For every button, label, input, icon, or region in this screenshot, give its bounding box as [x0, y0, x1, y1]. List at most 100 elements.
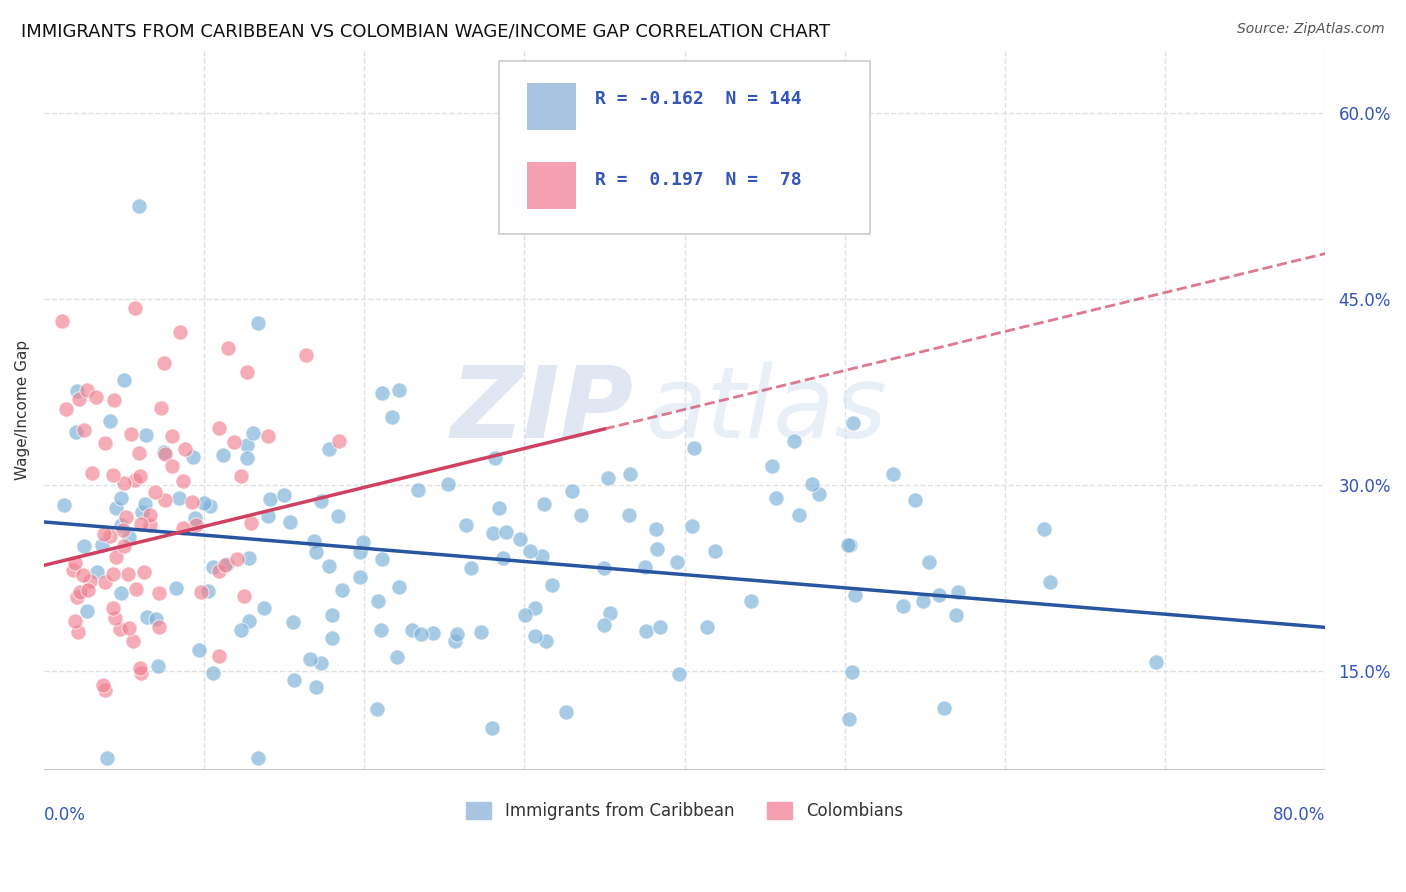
Point [104, 611, 127, 625]
Point [309, 656, 332, 670]
Point [782, 434, 804, 449]
Point [904, 493, 927, 508]
Point [93, 526, 115, 541]
Point [352, 535, 374, 549]
Point [135, 428, 157, 442]
Point [246, 750, 269, 764]
Point [326, 509, 349, 524]
Point [555, 705, 578, 719]
Point [94, 683, 117, 698]
Point [509, 532, 531, 546]
Point [422, 625, 444, 640]
Point [67, 624, 90, 639]
Point [740, 594, 762, 608]
Point [240, 516, 263, 530]
Point [129, 665, 152, 680]
Point [617, 508, 640, 522]
Point [401, 623, 423, 637]
Point [533, 497, 555, 511]
Point [593, 618, 616, 632]
Point [837, 538, 859, 552]
Point [436, 477, 458, 491]
Point [328, 434, 350, 448]
Point [153, 447, 176, 461]
Point [153, 356, 176, 370]
Point [481, 721, 503, 735]
Point [62, 563, 84, 577]
Point [560, 483, 582, 498]
Point [1032, 522, 1054, 536]
Point [94, 575, 117, 590]
Point [148, 586, 170, 600]
Point [193, 496, 215, 510]
Point [181, 495, 204, 509]
Point [200, 499, 222, 513]
Point [110, 586, 132, 600]
Point [76, 383, 98, 397]
Point [84, 390, 107, 404]
Point [118, 621, 141, 635]
Point [1144, 655, 1167, 669]
Point [645, 541, 668, 556]
Point [294, 347, 316, 361]
Point [51, 314, 73, 328]
Point [131, 505, 153, 519]
Point [134, 497, 156, 511]
Text: 80.0%: 80.0% [1272, 806, 1326, 824]
Point [112, 475, 135, 490]
Point [531, 549, 554, 563]
Point [128, 446, 150, 460]
Point [409, 626, 432, 640]
Point [495, 524, 517, 539]
Point [330, 582, 353, 597]
Point [683, 442, 706, 456]
Point [281, 615, 304, 629]
Point [235, 438, 257, 452]
Point [666, 556, 689, 570]
Point [229, 623, 252, 637]
Point [134, 565, 156, 579]
Point [108, 622, 131, 636]
Point [211, 449, 233, 463]
Point [76, 582, 98, 597]
Point [482, 526, 505, 541]
Point [181, 450, 204, 464]
Point [72, 567, 94, 582]
Point [214, 558, 236, 573]
Point [838, 538, 860, 552]
Point [139, 508, 162, 522]
Point [460, 561, 482, 575]
Point [321, 608, 343, 623]
Point [80, 466, 103, 480]
Point [101, 600, 124, 615]
Point [592, 560, 614, 574]
Point [149, 401, 172, 415]
Point [801, 477, 824, 491]
Point [349, 570, 371, 584]
Point [66, 384, 89, 398]
Point [918, 555, 941, 569]
Point [536, 634, 558, 648]
Point [103, 566, 125, 581]
Point [98, 414, 121, 428]
Point [882, 467, 904, 481]
Point [650, 620, 672, 634]
Point [634, 624, 657, 639]
Point [928, 588, 950, 602]
Point [103, 467, 125, 482]
Point [208, 649, 231, 664]
Point [136, 609, 159, 624]
Point [167, 491, 190, 506]
Point [668, 666, 690, 681]
Point [224, 434, 246, 449]
Point [842, 416, 865, 430]
Point [124, 473, 146, 487]
Point [596, 471, 619, 485]
Point [703, 544, 725, 558]
Point [55, 401, 77, 416]
Point [129, 516, 152, 531]
Point [143, 484, 166, 499]
Point [492, 551, 515, 566]
Point [110, 518, 132, 533]
Point [841, 665, 863, 679]
